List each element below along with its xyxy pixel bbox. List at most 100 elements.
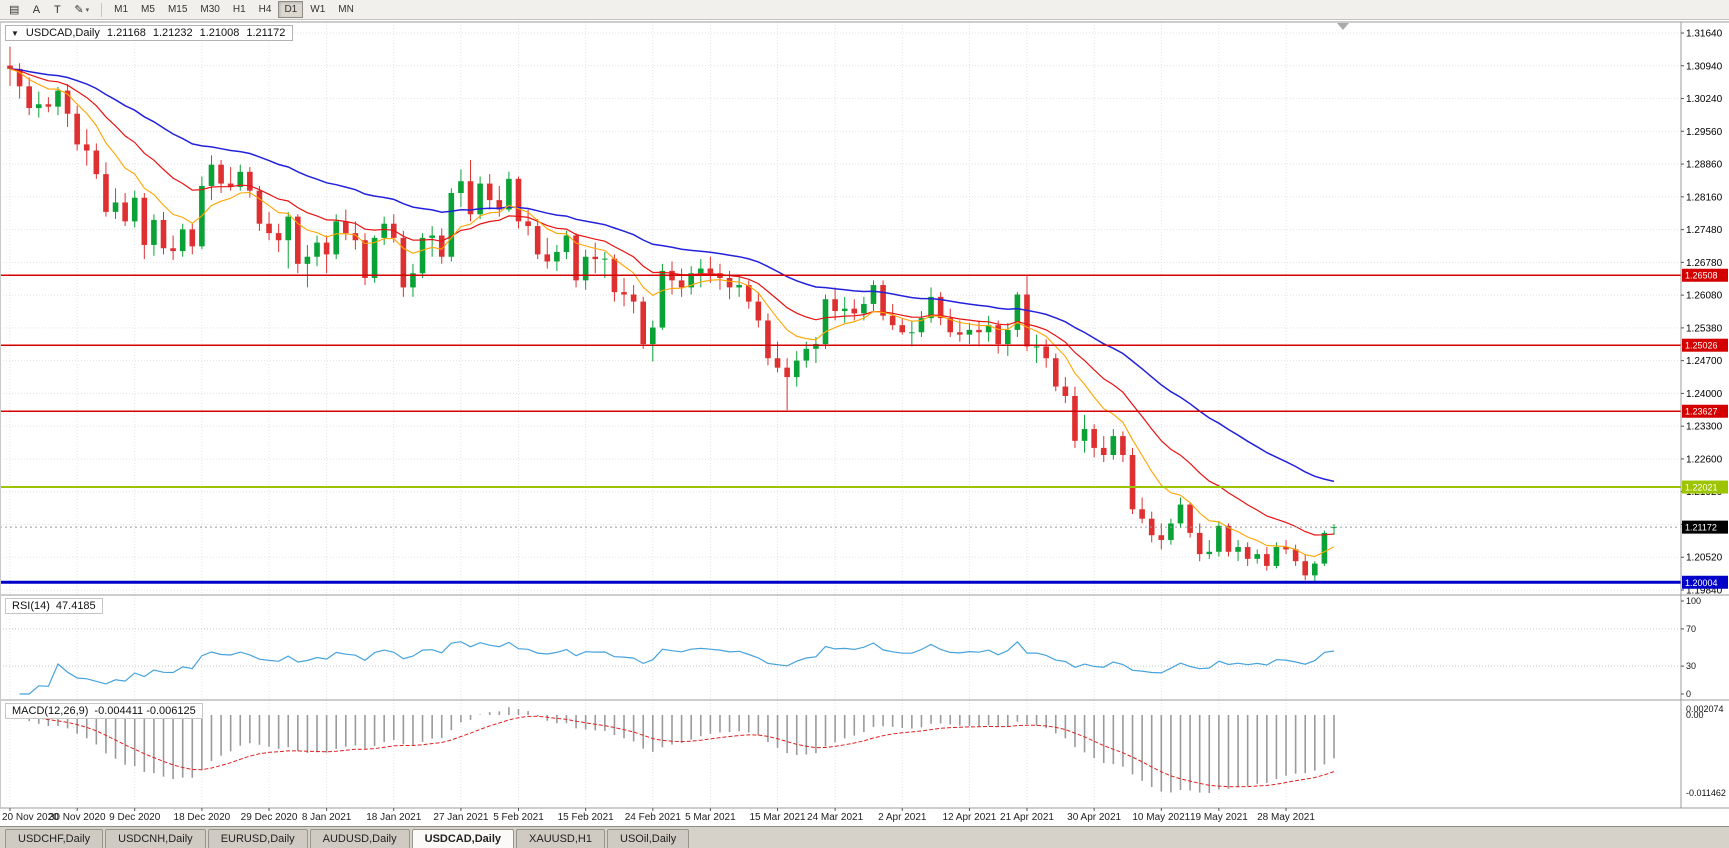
chart-tab-xauusd-h1[interactable]: XAUUSD,H1 [516, 829, 605, 848]
chart-tab-audusd-daily[interactable]: AUDUSD,Daily [309, 829, 410, 848]
candle-body [266, 223, 272, 234]
svg-text:20 Nov 2020: 20 Nov 2020 [2, 812, 59, 823]
candle-body [1312, 563, 1318, 576]
candle-body [429, 235, 435, 238]
candle-body [1072, 395, 1078, 441]
candle-body [534, 226, 541, 255]
candle-body [16, 68, 23, 87]
rsi-axis[interactable]: 100 70 30 0 [1681, 596, 1701, 699]
svg-text:5 Mar 2021: 5 Mar 2021 [685, 812, 736, 823]
candle-body [918, 318, 925, 333]
candle-body [458, 181, 464, 194]
candle-body [1331, 527, 1337, 529]
price-tag: 1.20004 [1682, 575, 1728, 589]
horizontal-lines-layer[interactable] [0, 274, 1681, 584]
timeframe-m1-button[interactable]: M1 [108, 1, 134, 18]
svg-text:1.25380: 1.25380 [1686, 323, 1723, 334]
candle-body [851, 308, 858, 314]
candle-body [688, 273, 694, 288]
candle-body [1273, 547, 1280, 566]
chart-area: 1.31640 1.30940 1.30240 1.29560 1.28860 1.281… [0, 20, 1729, 826]
macd-indicator-label: MACD(12,26,9) -0.004411 -0.006125 [5, 703, 203, 719]
candle-body [122, 202, 128, 222]
candle-body [1120, 436, 1126, 455]
price-chart-canvas[interactable]: 1.31640 1.30940 1.30240 1.29560 1.28860 1.281… [0, 20, 1729, 826]
svg-text:0.00: 0.00 [1686, 710, 1704, 720]
candle-body [295, 216, 301, 264]
candle-body [650, 327, 656, 345]
candle-body [247, 171, 253, 191]
charts-menu-button[interactable]: ▤ [3, 1, 25, 18]
timeframe-d1-button[interactable]: D1 [278, 1, 304, 18]
candle-body [506, 178, 512, 210]
svg-text:1.30940: 1.30940 [1686, 61, 1723, 72]
cursor-mode-button[interactable]: A [26, 1, 46, 18]
candle-body [726, 277, 733, 288]
collapse-chart-icon[interactable]: ▼ [11, 28, 19, 38]
candle-body [170, 248, 176, 252]
timeframe-h1-button[interactable]: H1 [227, 1, 252, 18]
candle-body [1244, 547, 1251, 559]
candle-body [841, 308, 848, 312]
candle-body [832, 299, 838, 312]
timeframe-mn-button[interactable]: MN [332, 1, 360, 18]
svg-text:5 Feb 2021: 5 Feb 2021 [493, 812, 544, 823]
macd-values: -0.004411 -0.006125 [94, 705, 196, 717]
candle-body [928, 296, 934, 319]
svg-text:30 Apr 2021: 30 Apr 2021 [1067, 812, 1121, 823]
candle-body [1302, 561, 1309, 576]
svg-text:1.23627: 1.23627 [1685, 407, 1718, 417]
candle-body [141, 197, 148, 245]
candle-body [1292, 549, 1299, 562]
ma-fast-line [9, 68, 1335, 558]
candle-body [573, 235, 579, 281]
price-tag: 1.25026 [1682, 338, 1728, 352]
svg-text:0: 0 [1686, 689, 1691, 699]
candle-body [189, 229, 196, 247]
candle-body [515, 178, 522, 222]
candle-body [93, 150, 100, 175]
chart-tab-usdchf-daily[interactable]: USDCHF,Daily [5, 829, 104, 848]
draw-tool-button[interactable]: ✎ ▾ [68, 1, 95, 18]
rsi-title: RSI(14) [12, 600, 50, 612]
svg-text:1.21172: 1.21172 [1685, 523, 1717, 533]
chart-tab-eurusd-daily[interactable]: EURUSD,Daily [207, 829, 308, 848]
svg-text:1.24700: 1.24700 [1686, 356, 1723, 367]
chart-tab-usdcad-daily[interactable]: USDCAD,Daily [411, 829, 515, 848]
candle-body [103, 174, 109, 212]
svg-text:1.25026: 1.25026 [1685, 341, 1718, 351]
svg-text:1.31640: 1.31640 [1686, 29, 1723, 40]
candle-body [410, 273, 416, 288]
chart-tab-usdcnh-daily[interactable]: USDCNH,Daily [105, 829, 206, 848]
candle-body [957, 332, 963, 335]
timeframe-w1-button[interactable]: W1 [304, 1, 331, 18]
candle-body [381, 223, 387, 238]
svg-text:24 Mar 2021: 24 Mar 2021 [807, 812, 864, 823]
candle-body [659, 270, 666, 328]
candle-body [813, 344, 819, 349]
text-tool-button[interactable]: T [47, 1, 67, 18]
candle-body [870, 285, 877, 304]
chart-shift-marker[interactable] [1337, 23, 1349, 30]
candle-body [640, 301, 647, 345]
candle-body [419, 237, 426, 274]
svg-text:18 Jan 2021: 18 Jan 2021 [366, 812, 421, 823]
chart-symbol-period: USDCAD,Daily [25, 27, 100, 39]
timeframe-m30-button[interactable]: M30 [194, 1, 225, 18]
candle-body [554, 252, 560, 262]
svg-text:9 Dec 2020: 9 Dec 2020 [109, 812, 161, 823]
macd-title: MACD(12,26,9) [12, 705, 89, 717]
chart-tab-usoil-daily[interactable]: USOil,Daily [607, 829, 690, 848]
candle-body [793, 360, 800, 378]
timeframe-m15-button[interactable]: M15 [162, 1, 193, 18]
candle-body [966, 329, 973, 335]
timeframe-h4-button[interactable]: H4 [253, 1, 278, 18]
timeframe-m5-button[interactable]: M5 [135, 1, 161, 18]
candle-body [563, 235, 570, 253]
svg-text:1.29560: 1.29560 [1686, 127, 1723, 138]
candle-body [937, 296, 944, 319]
candle-body [1129, 454, 1136, 510]
price-tag: 1.22021 [1682, 480, 1728, 494]
